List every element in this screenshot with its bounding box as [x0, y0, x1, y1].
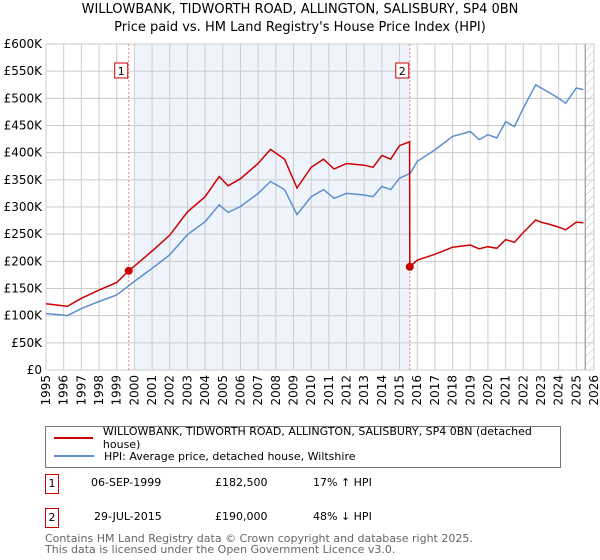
chart-subtitle: Price paid vs. HM Land Registry's House …	[114, 20, 486, 35]
y-tick-label: £350K	[4, 173, 44, 187]
transaction-date: 29-JUL-2015	[94, 510, 162, 523]
x-tick-label: 2026	[587, 375, 600, 406]
x-tick-label: 2012	[340, 375, 354, 406]
x-tick-label: 2003	[180, 375, 194, 406]
x-tick-label: 2020	[481, 375, 495, 406]
sale-label: 1	[118, 65, 125, 78]
x-tick-label: 2005	[216, 375, 230, 406]
x-tick-label: 2014	[375, 375, 389, 406]
legend-item-hpi: HPI: Average price, detached house, Wilt…	[54, 448, 356, 464]
hpi-series-line	[45, 83, 584, 317]
y-tick-label: £450K	[4, 119, 44, 133]
y-tick-label: £300K	[4, 200, 44, 214]
legend-label-hpi: HPI: Average price, detached house, Wilt…	[104, 449, 356, 463]
x-tick-label: 2018	[446, 375, 460, 406]
y-tick-label: £550K	[4, 64, 44, 78]
x-tick-label: 2007	[251, 375, 265, 406]
sale-label: 2	[399, 65, 406, 78]
y-tick-label: £500K	[4, 91, 44, 105]
y-tick-label: £100K	[4, 309, 44, 323]
x-tick-label: 2006	[233, 375, 247, 406]
x-tick-label: 2016	[410, 375, 424, 406]
x-tick-label: 2000	[127, 375, 141, 406]
price-chart: 1995 1996 1997 1998 1999 2000 2001 2002 2003 2004…	[4, 37, 600, 406]
transaction-badge: 2	[45, 508, 59, 528]
legend-label-property: WILLOWBANK, TIDWORTH ROAD, ALLINGTON, SA…	[102, 425, 532, 451]
legend-red-line-icon	[54, 437, 93, 439]
x-tick-label: 2001	[145, 375, 159, 406]
legend-item-property: WILLOWBANK, TIDWORTH ROAD, ALLINGTON, SA…	[54, 425, 560, 451]
footer-licence: This data is licensed under the Open Gov…	[45, 543, 396, 556]
x-tick-label: 2017	[428, 375, 442, 406]
transaction-row: 1 06-SEP-1999 £182,500 17% ↑ HPI	[45, 474, 445, 494]
x-tick-label: 2011	[322, 375, 336, 406]
x-tick-label: 1999	[110, 375, 124, 406]
x-tick-label: 2013	[357, 375, 371, 406]
x-tick-label: 1997	[74, 375, 88, 406]
y-tick-label: £200K	[4, 254, 44, 268]
x-tick-label: 2008	[269, 375, 283, 406]
transaction-hpi: 17% ↑ HPI	[313, 476, 372, 489]
x-tick-label: 2009	[286, 375, 300, 406]
transaction-date: 06-SEP-1999	[91, 476, 162, 489]
x-tick-label: 2004	[198, 375, 212, 406]
transaction-badge: 1	[45, 474, 59, 494]
legend: WILLOWBANK, TIDWORTH ROAD, ALLINGTON, SA…	[45, 425, 561, 468]
price-paid-series-line	[45, 140, 584, 308]
transaction-price: £182,500	[215, 476, 268, 489]
y-tick-label: £250K	[4, 227, 44, 241]
y-tick-label: £0	[27, 363, 42, 377]
transaction-row: 2 29-JUL-2015 £190,000 48% ↓ HPI	[45, 508, 445, 528]
x-tick-label: 2002	[163, 375, 177, 406]
sale-point	[405, 262, 414, 271]
transaction-hpi: 48% ↓ HPI	[313, 510, 372, 523]
footer-copyright: Contains HM Land Registry data © Crown c…	[45, 532, 473, 545]
sale-point	[124, 266, 133, 275]
x-tick-label: 2022	[516, 375, 530, 406]
x-tick-label: 2015	[393, 375, 407, 406]
legend-blue-line-icon	[54, 455, 94, 457]
x-tick-label: 1996	[57, 375, 71, 406]
sale-label-box	[395, 62, 410, 79]
transaction-price: £190,000	[215, 510, 268, 523]
chart-title: WILLOWBANK, TIDWORTH ROAD, ALLINGTON, SA…	[81, 2, 519, 17]
y-tick-label: £50K	[11, 336, 43, 350]
x-tick-label: 2024	[552, 375, 566, 406]
x-tick-label: 2019	[463, 375, 477, 406]
x-tick-label: 2025	[569, 375, 583, 406]
x-tick-label: 1995	[39, 375, 53, 406]
x-tick-label: 2023	[534, 375, 548, 406]
x-tick-label: 2010	[304, 375, 318, 406]
sale-label-box	[114, 62, 129, 79]
y-tick-label: £600K	[4, 37, 44, 51]
x-tick-label: 1998	[92, 375, 106, 406]
x-tick-label: 2021	[499, 375, 513, 406]
y-tick-label: £150K	[4, 282, 44, 296]
y-tick-label: £400K	[4, 146, 44, 160]
